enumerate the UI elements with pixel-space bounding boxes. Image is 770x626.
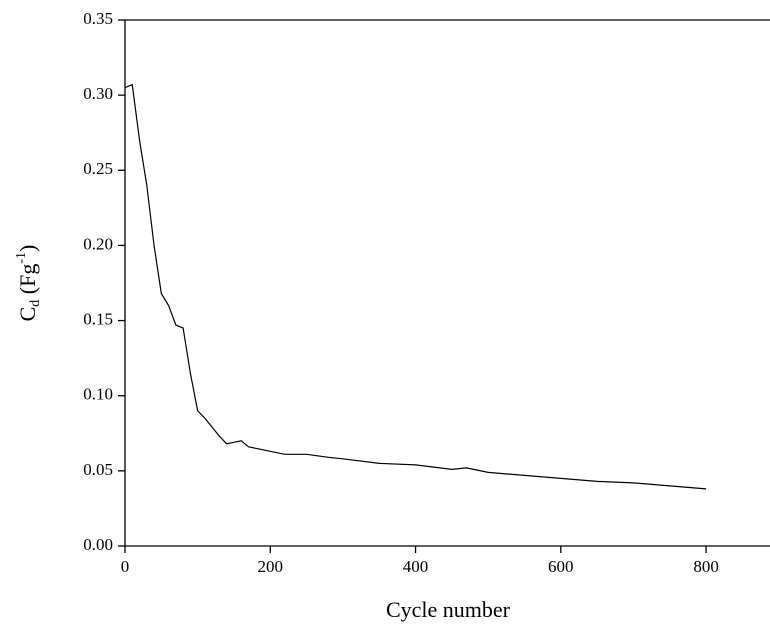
x-tick-label: 800 bbox=[693, 557, 719, 576]
y-label-part: (Fg bbox=[15, 264, 40, 300]
y-label-sup: -1 bbox=[14, 252, 29, 264]
y-tick-label: 0.35 bbox=[83, 9, 113, 28]
y-label-part: ) bbox=[15, 245, 40, 252]
y-label-part: C bbox=[15, 307, 40, 322]
y-tick-label: 0.15 bbox=[83, 309, 113, 328]
x-axis-label: Cycle number bbox=[386, 597, 511, 622]
y-tick-label: 0.25 bbox=[83, 159, 113, 178]
y-tick-label: 0.20 bbox=[83, 234, 113, 253]
data-line bbox=[124, 83, 707, 490]
x-tick-label: 400 bbox=[403, 557, 429, 576]
y-tick-label: 0.30 bbox=[83, 84, 113, 103]
y-tick-label: 0.00 bbox=[83, 535, 113, 554]
y-tick-label: 0.05 bbox=[83, 460, 113, 479]
x-tick-label: 200 bbox=[258, 557, 284, 576]
y-axis-label: Cd (Fg-1) bbox=[14, 245, 43, 322]
x-tick-label: 600 bbox=[548, 557, 574, 576]
x-tick-label: 0 bbox=[121, 557, 130, 576]
y-tick-label: 0.10 bbox=[83, 385, 113, 404]
y-label-sub: d bbox=[28, 300, 43, 307]
